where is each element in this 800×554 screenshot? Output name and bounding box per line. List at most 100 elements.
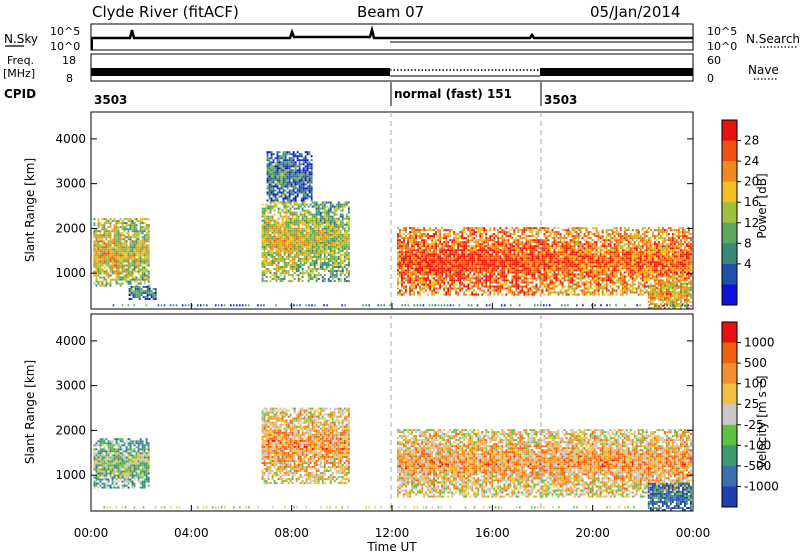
range-cell [136,290,139,292]
range-cell [561,265,564,268]
range-cell [493,239,496,242]
range-cell [447,241,450,244]
range-cell [431,293,433,296]
range-cell [261,278,264,281]
range-cell [511,245,514,248]
range-cell [479,239,482,242]
range-cell [299,211,302,214]
range-cell [511,265,514,268]
range-cell [563,259,566,262]
range-cell [481,283,484,286]
range-cell [429,237,431,240]
range-cell [449,251,452,254]
range-cell [95,240,98,243]
range-cell [449,229,452,232]
range-cell [308,171,311,174]
range-cell [299,221,302,224]
range-cell [305,215,308,218]
range-cell [305,237,308,240]
range-cell [296,189,299,192]
range-cell [491,265,494,268]
range-cell [306,193,309,196]
range-cell [325,266,328,268]
range-cell [319,255,322,258]
range-cell [485,239,488,242]
range-cell [305,245,308,248]
range-cell [331,264,334,266]
range-cell [343,201,346,204]
range-cell [347,253,350,256]
range-cell [347,217,350,220]
range-cell [273,221,276,224]
range-cell [138,298,141,300]
range-cell [333,237,336,240]
range-cell [327,207,330,210]
range-cell [557,277,560,280]
range-cell [284,171,287,174]
range-cell [539,267,542,270]
range-cell [531,227,534,230]
range-cell [493,289,496,292]
range-cell [343,264,346,266]
range-cell [525,285,528,288]
range-cell [503,243,506,246]
range-cell [499,251,502,254]
range-cell [409,269,411,272]
range-cell [417,249,419,252]
range-cell [505,273,508,276]
range-cell [527,287,530,290]
range-cell [305,225,308,228]
range-cell [509,249,512,252]
range-cell [292,181,295,184]
range-cell [297,239,300,242]
range-cell [145,232,148,235]
range-cell [339,262,342,264]
range-cell [427,247,429,250]
range-cell [457,279,460,282]
range-cell [321,264,324,266]
range-cell [335,221,338,224]
range-cell [535,269,538,272]
range-cell [291,241,294,244]
range-cell [409,267,411,270]
range-cell [115,264,118,267]
range-cell [146,294,149,296]
range-cell [451,261,454,264]
range-cell [321,203,324,206]
range-cell [99,246,102,249]
range-cell [125,232,128,235]
range-cell [499,243,502,246]
range-cell [289,237,292,240]
range-cell [263,231,266,234]
range-cell [429,285,431,288]
range-cell [323,278,326,281]
range-cell [557,257,560,260]
range-cell [311,229,314,232]
range-cell [347,229,350,232]
range-cell [293,266,296,268]
range-cell [541,239,544,242]
range-cell [93,250,96,253]
range-cell [529,269,532,272]
range-cell [113,244,116,247]
range-cell [487,251,490,254]
range-cell [469,247,472,250]
range-cell [301,258,304,260]
range-cell [135,284,138,287]
range-cell [445,259,448,262]
range-cell [409,273,411,276]
range-cell [105,256,108,259]
range-cell [329,280,332,283]
range-cell [146,285,149,288]
range-cell [425,263,427,266]
range-cell [555,247,558,250]
range-cell [147,246,150,249]
range-cell [445,273,448,276]
range-cell [417,245,419,248]
range-cell [265,229,268,232]
range-cell [119,256,122,259]
range-cell [315,274,318,277]
range-cell [271,255,274,258]
range-cell [423,279,425,282]
range-cell [429,247,431,250]
